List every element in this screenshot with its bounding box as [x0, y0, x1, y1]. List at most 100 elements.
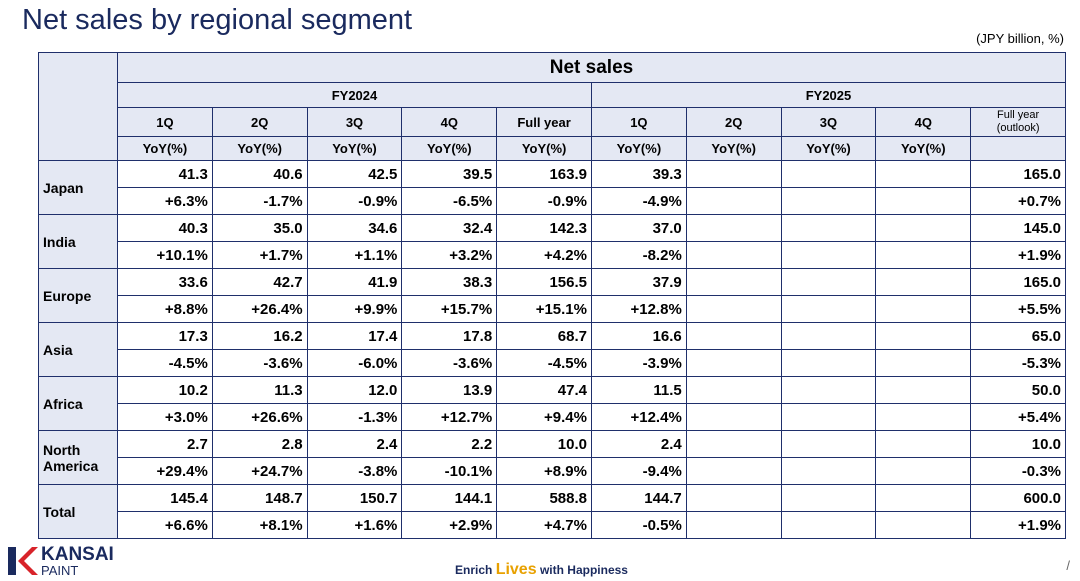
cell: FY2024 [117, 82, 592, 108]
cell [875, 376, 972, 404]
cell: 10.0 [970, 430, 1066, 458]
cell: 34.6 [306, 214, 403, 242]
cell: 2.2 [401, 430, 498, 458]
cell: -6.5% [401, 187, 498, 215]
cell: 38.3 [401, 268, 498, 296]
cell: 13.9 [401, 376, 498, 404]
cell: +12.4% [590, 403, 687, 431]
cell: -4.5% [117, 349, 213, 377]
cell: 47.4 [496, 376, 592, 404]
cell: YoY(%) [401, 136, 498, 161]
cell: -4.5% [496, 349, 592, 377]
cell: -3.6% [211, 349, 308, 377]
cell: -9.4% [590, 457, 687, 485]
cell: 142.3 [496, 214, 592, 242]
cell: +2.9% [401, 511, 498, 539]
cell: 42.5 [306, 160, 403, 188]
cell: +4.2% [496, 241, 592, 269]
cell: +29.4% [117, 457, 213, 485]
cell [875, 430, 972, 458]
cell: 65.0 [970, 322, 1066, 350]
unit-note: (JPY billion, %) [976, 31, 1064, 46]
cell: 37.9 [590, 268, 687, 296]
cell [685, 268, 782, 296]
cell: -6.0% [306, 349, 403, 377]
cell: +8.1% [211, 511, 308, 539]
cell: YoY(%) [590, 136, 687, 161]
cell [685, 457, 782, 485]
cell: 16.2 [211, 322, 308, 350]
slogan-text: with Happiness [539, 563, 628, 577]
cell: -10.1% [401, 457, 498, 485]
cell: +3.0% [117, 403, 213, 431]
cell: -0.9% [306, 187, 403, 215]
logo: KANSAI PAINT [6, 545, 114, 577]
cell [875, 511, 972, 539]
cell: +24.7% [211, 457, 308, 485]
cell: 1Q [117, 107, 213, 137]
cell: 156.5 [496, 268, 592, 296]
cell: 1Q [590, 107, 687, 137]
slogan-text: Lives [495, 561, 537, 578]
cell: +1.1% [306, 241, 403, 269]
cell: -8.2% [590, 241, 687, 269]
cell: -3.6% [401, 349, 498, 377]
cell: 600.0 [970, 484, 1066, 512]
cell [38, 52, 118, 161]
cell: 144.7 [590, 484, 687, 512]
cell: +1.7% [211, 241, 308, 269]
cell: 2.7 [117, 430, 213, 458]
cell [875, 187, 972, 215]
cell [685, 376, 782, 404]
cell: 4Q [401, 107, 498, 137]
cell: 4Q [875, 107, 972, 137]
cell: Full year [496, 107, 592, 137]
cell: North America [38, 430, 118, 485]
cell: 12.0 [306, 376, 403, 404]
cell [780, 160, 877, 188]
cell: 144.1 [401, 484, 498, 512]
cell [780, 457, 877, 485]
cell: 41.3 [117, 160, 213, 188]
cell [970, 136, 1066, 161]
cell [875, 484, 972, 512]
cell: +8.8% [117, 295, 213, 323]
cell [780, 295, 877, 323]
cell [780, 376, 877, 404]
cell [780, 349, 877, 377]
cell: 42.7 [211, 268, 308, 296]
cell: 10.2 [117, 376, 213, 404]
logo-text: KANSAI [41, 543, 114, 565]
cell: 50.0 [970, 376, 1066, 404]
cell: +10.1% [117, 241, 213, 269]
cell [685, 511, 782, 539]
cell: -1.7% [211, 187, 308, 215]
cell: 165.0 [970, 268, 1066, 296]
cell [875, 322, 972, 350]
cell: 145.0 [970, 214, 1066, 242]
cell: Asia [38, 322, 118, 377]
cell: 40.6 [211, 160, 308, 188]
cell: +3.2% [401, 241, 498, 269]
cell: +5.4% [970, 403, 1066, 431]
cell [685, 430, 782, 458]
cell: +15.7% [401, 295, 498, 323]
cell: +12.7% [401, 403, 498, 431]
logo-text: PAINT [41, 562, 79, 578]
cell: YoY(%) [496, 136, 592, 161]
cell: 10.0 [496, 430, 592, 458]
cell: 35.0 [211, 214, 308, 242]
cell: 165.0 [970, 160, 1066, 188]
cell: +12.8% [590, 295, 687, 323]
cell: Net sales [117, 52, 1066, 83]
cell: 150.7 [306, 484, 403, 512]
cell: +5.5% [970, 295, 1066, 323]
cell [875, 295, 972, 323]
cell: +26.6% [211, 403, 308, 431]
cell: 2.4 [590, 430, 687, 458]
cell: YoY(%) [685, 136, 782, 161]
cell: 17.3 [117, 322, 213, 350]
cell: FY2025 [590, 82, 1067, 108]
cell [685, 295, 782, 323]
